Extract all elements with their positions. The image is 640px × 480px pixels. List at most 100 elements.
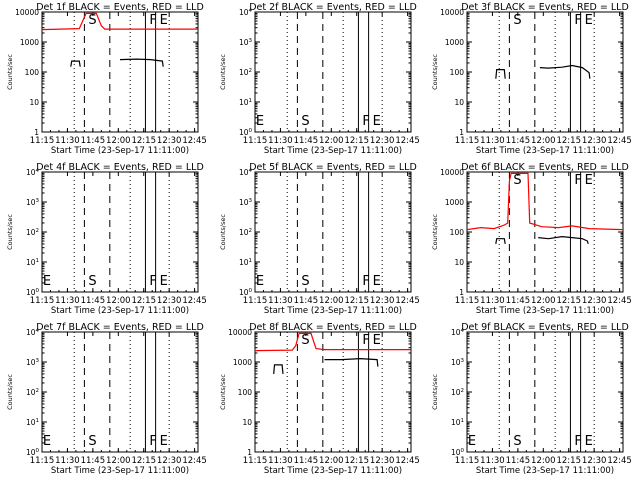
x-tick-label: 11:45 (294, 456, 319, 466)
x-tick-label: 12:30 (582, 456, 607, 466)
detector-panel: Det 8f BLACK = Events, RED = LLDCounts/s… (219, 322, 420, 476)
y-tick-base: 10 (239, 228, 249, 237)
y-tick-exponent: 3 (249, 38, 253, 44)
y-tick-exponent: 3 (461, 358, 465, 364)
y-tick-base: 10 (239, 68, 249, 77)
x-tick-label: 12:45 (607, 136, 632, 146)
x-tick-label: 12:45 (182, 456, 207, 466)
x-tick-label: 12:45 (182, 136, 207, 146)
y-tick-exponent: 0 (249, 288, 253, 294)
x-tick-label: 12:00 (319, 136, 344, 146)
y-tick-label: 10 (454, 258, 464, 267)
y-tick-exponent: 4 (36, 328, 40, 334)
x-tick-label: 11:30 (268, 296, 293, 306)
lld-series-line (255, 333, 411, 350)
time-marker-label: E (468, 434, 476, 449)
time-marker-label: E (256, 114, 264, 129)
y-axis-label: Counts/sec (219, 214, 227, 250)
x-tick-label: 12:30 (370, 456, 395, 466)
x-tick-label: 12:00 (106, 136, 131, 146)
plot-frame (467, 332, 623, 452)
x-tick-label: 12:30 (582, 136, 607, 146)
detector-panel: Det 1f BLACK = Events, RED = LLD Counts/s… (6, 2, 207, 156)
events-series-line (71, 61, 80, 67)
x-axis-label: Start Time (23-Sep-17 11:11:00) (264, 306, 402, 316)
y-tick-base: 10 (239, 8, 249, 17)
time-marker-label: E (43, 434, 51, 449)
y-tick-base: 10 (239, 258, 249, 267)
x-tick-label: 12:00 (106, 296, 131, 306)
y-tick-base: 10 (26, 288, 36, 297)
y-tick-exponent: 1 (36, 258, 40, 264)
y-tick-exponent: 2 (36, 228, 40, 234)
y-tick-exponent: 1 (249, 98, 253, 104)
x-tick-label: 12:00 (531, 136, 556, 146)
time-marker-label: E (160, 13, 168, 28)
x-tick-label: 12:30 (582, 296, 607, 306)
x-tick-label: 12:30 (157, 296, 182, 306)
x-tick-label: 12:15 (344, 456, 369, 466)
x-axis-label: Start Time (23-Sep-17 11:11:00) (264, 146, 402, 156)
x-tick-label: 12:00 (319, 456, 344, 466)
x-axis-label: Start Time (23-Sep-17 11:11:00) (476, 146, 614, 156)
y-tick-base: 10 (451, 418, 461, 427)
y-tick-label: 10000 (440, 168, 464, 177)
y-tick-base: 10 (239, 38, 249, 47)
y-tick-exponent: 4 (461, 328, 465, 334)
x-tick-label: 11:45 (294, 296, 319, 306)
y-axis-label: Counts/sec (431, 54, 439, 90)
x-tick-label: 11:15 (30, 136, 55, 146)
plot-frame (255, 12, 411, 132)
y-tick-exponent: 2 (249, 68, 253, 74)
x-tick-label: 12:45 (395, 296, 420, 306)
x-tick-label: 11:15 (455, 296, 480, 306)
y-tick-label: 10000 (15, 8, 39, 17)
x-tick-label: 12:30 (157, 456, 182, 466)
x-tick-label: 11:30 (480, 136, 505, 146)
y-tick-base: 10 (26, 258, 36, 267)
lld-series-line (467, 173, 623, 229)
y-tick-exponent: 4 (249, 168, 253, 174)
x-tick-label: 12:15 (556, 296, 581, 306)
detector-panel: Det 7f BLACK = Events, RED = LLD Counts/s… (6, 322, 207, 476)
y-axis-label: Counts/sec (6, 214, 14, 250)
panel-title: Det 6f BLACK = Events, RED = LLD (461, 162, 629, 173)
plot-frame (42, 332, 198, 452)
y-tick-label: 102 (239, 68, 252, 77)
y-tick-base: 10 (26, 228, 36, 237)
panel-title: Det 7f BLACK = Events, RED = LLD (36, 322, 204, 333)
y-tick-label: 10000 (228, 328, 252, 337)
time-marker-label: S (88, 13, 96, 28)
x-tick-label: 12:45 (395, 456, 420, 466)
y-tick-label: 100 (25, 68, 40, 77)
x-tick-label: 11:15 (455, 456, 480, 466)
y-tick-label: 10 (29, 98, 39, 107)
y-axis-label: Counts/sec (6, 374, 14, 410)
y-tick-exponent: 3 (36, 358, 40, 364)
time-marker-label: E (160, 434, 168, 449)
time-marker-label: S (513, 434, 521, 449)
time-marker-label: S (301, 333, 309, 348)
time-marker-label: S (88, 274, 96, 289)
y-tick-exponent: 2 (36, 388, 40, 394)
y-tick-label: 102 (26, 228, 39, 237)
y-tick-label: 104 (26, 328, 40, 337)
y-tick-base: 10 (26, 328, 36, 337)
detector-count-rate-figure: Det 1f BLACK = Events, RED = LLDCounts/s… (0, 0, 640, 480)
time-marker-label: S (513, 173, 521, 188)
y-tick-base: 10 (451, 358, 461, 367)
panel-title: Det 3f BLACK = Events, RED = LLD (461, 2, 629, 13)
y-tick-label: 100 (450, 68, 465, 77)
x-tick-label: 11:30 (55, 136, 80, 146)
y-axis-label: Counts/sec (431, 214, 439, 250)
y-tick-exponent: 2 (461, 388, 465, 394)
x-tick-label: 12:15 (556, 136, 581, 146)
panel-title: Det 2f BLACK = Events, RED = LLD (249, 2, 417, 13)
x-axis-label: Start Time (23-Sep-17 11:11:00) (51, 146, 189, 156)
y-tick-label: 100 (238, 388, 253, 397)
y-tick-label: 104 (239, 168, 253, 177)
y-tick-label: 103 (26, 198, 40, 207)
plot-frame (467, 12, 623, 132)
detector-panel: Det 4f BLACK = Events, RED = LLDCounts/s… (6, 162, 207, 316)
y-tick-label: 1000 (20, 38, 39, 47)
